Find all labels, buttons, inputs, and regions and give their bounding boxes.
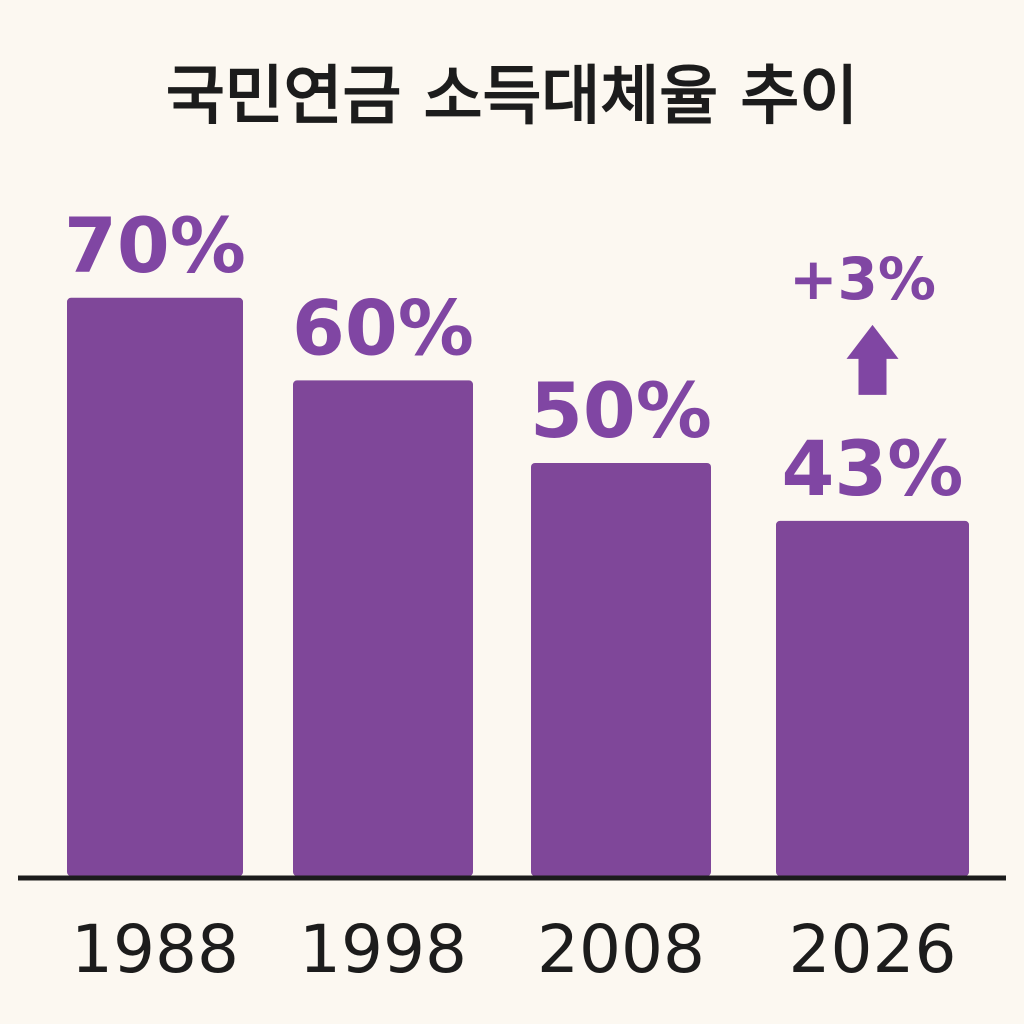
tick-label-2026: 2026	[789, 911, 957, 988]
value-label-2008: 50%	[530, 366, 712, 455]
tick-label-2008: 2008	[537, 911, 705, 988]
value-label-1988: 70%	[64, 201, 246, 290]
value-labels: 70% 60% 50% 43%	[64, 201, 963, 513]
tick-labels: 1988 1998 2008 2026	[71, 911, 956, 988]
value-label-2026: 43%	[782, 424, 964, 513]
delta-label: +3%	[789, 245, 936, 313]
value-label-1998: 60%	[292, 283, 474, 372]
bar-1988	[67, 297, 243, 876]
tick-label-1998: 1998	[299, 911, 467, 988]
chart-title: 국민연금 소득대체율 추이	[166, 60, 858, 134]
tick-label-1988: 1988	[71, 911, 239, 988]
bar-1998	[293, 380, 473, 876]
bar-2026	[776, 520, 969, 876]
annotation: +3%	[789, 245, 936, 395]
bar-2008	[531, 463, 711, 876]
up-arrow-icon	[846, 324, 899, 395]
bars	[67, 297, 969, 876]
